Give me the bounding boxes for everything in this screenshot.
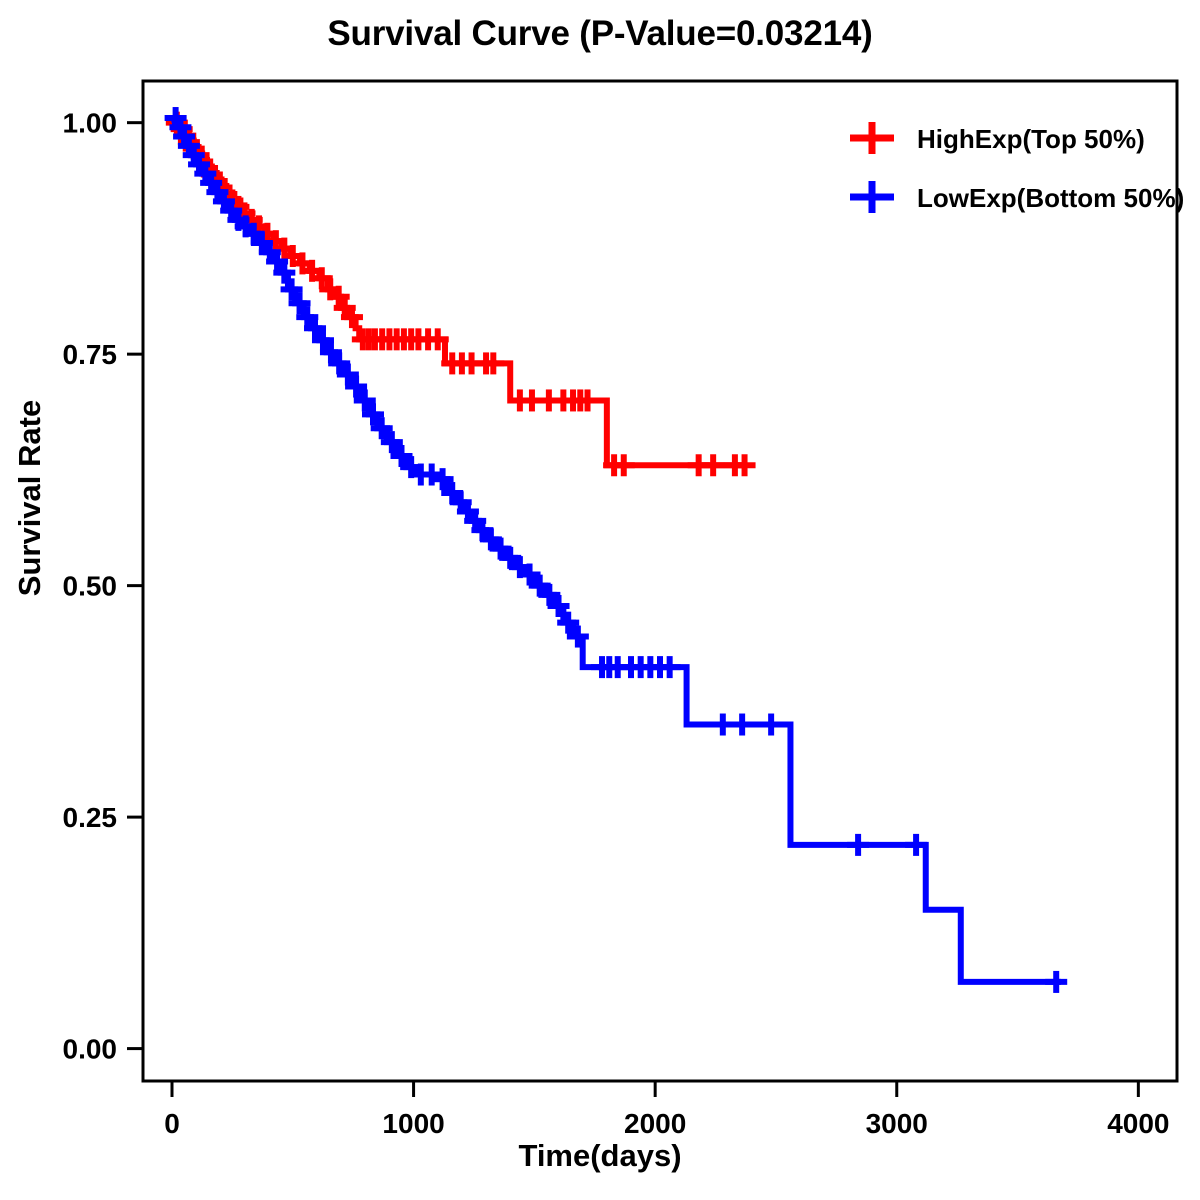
chart-legend: HighExp(Top 50%) LowExp(Bottom 50%)	[850, 122, 1184, 213]
x-axis-label: Time(days)	[518, 1138, 682, 1173]
x-axis-ticks: 0 1000 2000 3000 4000	[164, 1081, 1169, 1139]
legend-item[interactable]: HighExp(Top 50%)	[850, 122, 1145, 154]
y-axis-ticks: 0.00 0.25 0.50 0.75 1.00	[63, 108, 143, 1065]
x-tick-label: 3000	[866, 1108, 928, 1139]
step-line	[171, 119, 743, 469]
x-tick-label: 0	[164, 1108, 180, 1139]
page-title: Survival Curve (P-Value=0.03214)	[327, 14, 873, 53]
series-low-exp	[164, 107, 1068, 993]
legend-item[interactable]: LowExp(Bottom 50%)	[850, 181, 1184, 213]
series-high-exp	[165, 111, 756, 477]
y-tick-label: 1.00	[63, 108, 118, 139]
data-series-layer	[164, 107, 1068, 993]
legend-label: HighExp(Top 50%)	[917, 124, 1145, 154]
y-tick-label: 0.50	[63, 571, 118, 602]
x-tick-label: 1000	[382, 1108, 444, 1139]
y-tick-label: 0.75	[63, 339, 118, 370]
step-line	[171, 115, 1062, 985]
legend-label: LowExp(Bottom 50%)	[917, 183, 1184, 213]
x-tick-label: 2000	[624, 1108, 686, 1139]
y-tick-label: 0.00	[63, 1034, 118, 1065]
x-tick-label: 4000	[1107, 1108, 1169, 1139]
y-tick-label: 0.25	[63, 802, 118, 833]
plot-frame	[141, 79, 1179, 1083]
